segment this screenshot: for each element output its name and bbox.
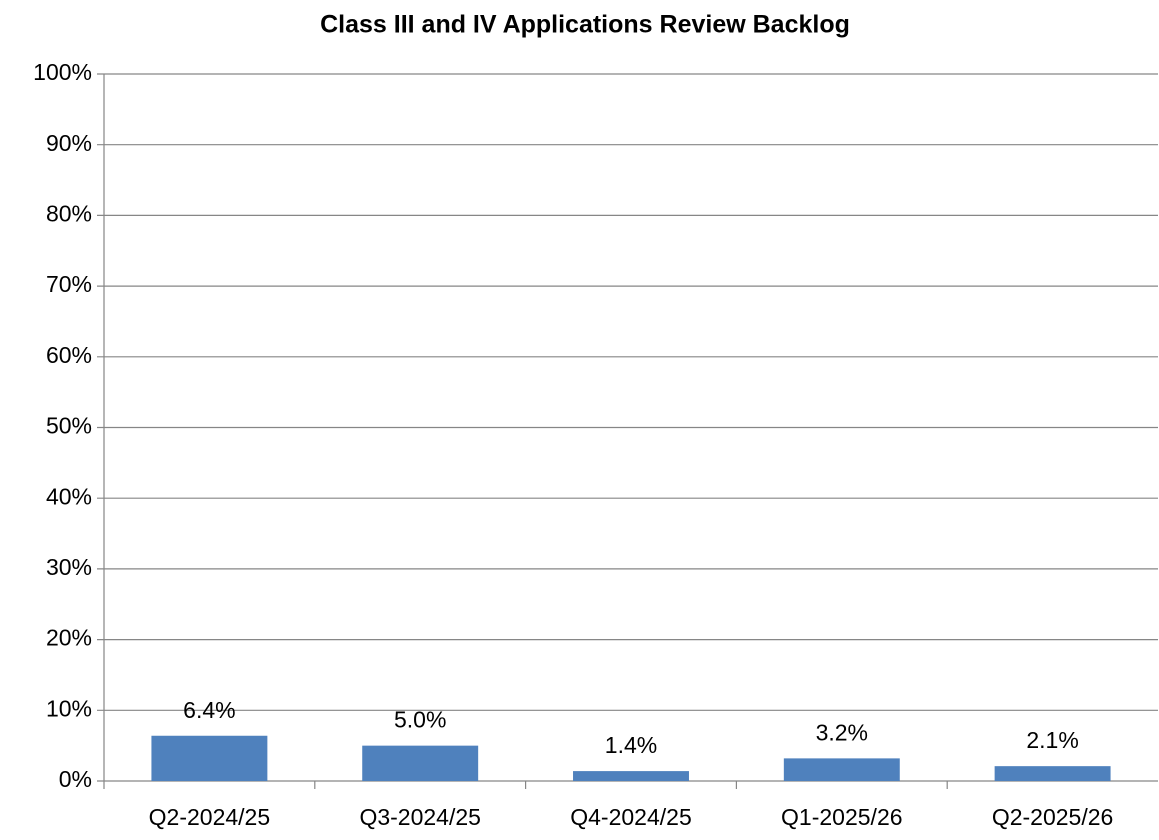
bar xyxy=(362,745,479,781)
bar xyxy=(573,771,689,781)
y-tick-label: 40% xyxy=(46,483,92,509)
y-tick-label: 100% xyxy=(33,59,92,85)
data-label: 1.4% xyxy=(605,732,657,758)
x-tick-label: Q1-2025/26 xyxy=(781,804,902,830)
bar xyxy=(151,735,268,781)
y-tick-label: 90% xyxy=(46,130,92,156)
y-tick-label: 60% xyxy=(46,342,92,368)
y-tick-label: 50% xyxy=(46,413,92,439)
y-tick-label: 10% xyxy=(46,695,92,721)
y-tick-label: 80% xyxy=(46,200,92,226)
x-tick-label: Q3-2024/25 xyxy=(359,804,480,830)
x-tick-label: Q4-2024/25 xyxy=(570,804,691,830)
y-tick-label: 20% xyxy=(46,625,92,651)
bar xyxy=(783,758,900,781)
x-tick-label: Q2-2024/25 xyxy=(149,804,270,830)
bar xyxy=(994,766,1111,781)
data-label: 2.1% xyxy=(1026,727,1078,753)
data-label: 6.4% xyxy=(183,697,235,723)
y-tick-label: 30% xyxy=(46,554,92,580)
chart-title: Class III and IV Applications Review Bac… xyxy=(320,11,850,39)
y-tick-label: 70% xyxy=(46,271,92,297)
y-tick-label: 0% xyxy=(59,766,92,792)
data-label: 3.2% xyxy=(816,719,868,745)
data-label: 5.0% xyxy=(394,707,446,733)
x-tick-label: Q2-2025/26 xyxy=(992,804,1113,830)
